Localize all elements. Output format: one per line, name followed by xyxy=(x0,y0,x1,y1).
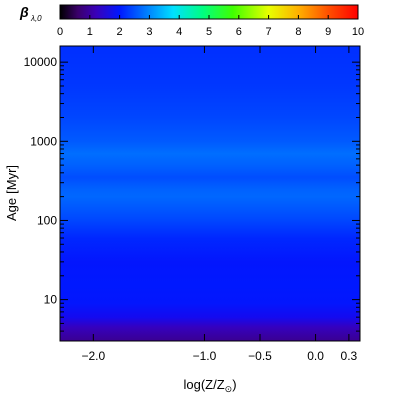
colorbar-tick-label: 3 xyxy=(146,26,152,38)
y-tick-label: 100 xyxy=(37,213,57,227)
y-tick-label: 10000 xyxy=(24,55,58,69)
x-axis: −2.0 −1.0 −0.5 0.0 0.3 xyxy=(81,46,358,363)
y-tick-label: 10 xyxy=(44,293,58,307)
x-axis-label: log(Z/Z⊙) xyxy=(183,377,236,394)
colorbar-tick-label: 5 xyxy=(206,26,212,38)
colorbar-tick-label: 10 xyxy=(352,26,364,38)
x-tick-label: −1.0 xyxy=(193,349,217,363)
colorbar-tick-label: 9 xyxy=(325,26,331,38)
y-axis-label: Age[Myr] xyxy=(4,165,19,221)
colorbar-tick-label: 4 xyxy=(176,26,182,38)
colorbar-symbol: β xyxy=(19,4,29,20)
y-tick-label: 1000 xyxy=(30,134,57,148)
colorbar-tick-label: 6 xyxy=(236,26,242,38)
colorbar-subscript: λ,0 xyxy=(30,14,42,23)
colorbar-tick-label: 7 xyxy=(266,26,272,38)
colorbar-tick-label: 0 xyxy=(57,26,63,38)
heatmap-plot: −2.0 −1.0 −0.5 0.0 0.3 10 100 1000 10000 xyxy=(24,45,361,363)
metallicity-shading xyxy=(60,46,360,341)
colorbar-tick-label: 8 xyxy=(295,26,301,38)
x-tick-label: −2.0 xyxy=(81,349,105,363)
plot-frame xyxy=(59,45,361,342)
colorbar-ticks: 0 1 2 3 4 5 6 7 8 9 10 xyxy=(57,15,364,38)
colorbar-tick-label: 2 xyxy=(117,26,123,38)
colorbar: β λ,0 0 1 2 3 4 5 6 7 8 9 10 xyxy=(19,4,364,38)
x-tick-label: −0.5 xyxy=(248,349,272,363)
x-tick-label: 0.3 xyxy=(341,349,358,363)
x-tick-label: 0.0 xyxy=(307,349,324,363)
colorbar-tick-label: 1 xyxy=(87,26,93,38)
y-axis: 10 100 1000 10000 xyxy=(24,55,360,342)
